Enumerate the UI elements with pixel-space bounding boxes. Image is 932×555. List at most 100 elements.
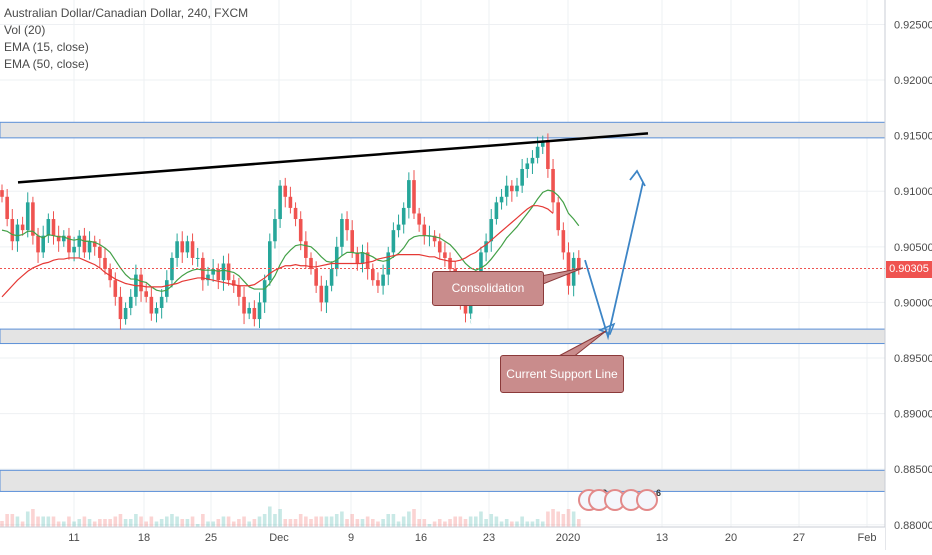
volume-bar [329, 516, 334, 527]
candle-up [211, 269, 215, 275]
candle-down [36, 235, 40, 253]
ema15-indicator-label[interactable]: EMA (15, close) [4, 40, 89, 54]
volume-bar [268, 506, 272, 527]
volume-bar [494, 516, 499, 527]
ema50-indicator-label[interactable]: EMA (50, close) [4, 57, 89, 71]
volume-bar [386, 514, 391, 527]
volume-bar [484, 519, 488, 527]
candle-down [103, 257, 107, 270]
candle-up [46, 219, 51, 236]
candle-up [170, 257, 174, 281]
candle-up [154, 307, 159, 314]
volume-bar [551, 509, 555, 527]
economic-events[interactable]: 3 6 [578, 488, 668, 517]
volume-bar [108, 519, 112, 527]
volume-bar [288, 519, 293, 527]
time-tick-label: 25 [205, 532, 217, 544]
time-tick-label: 18 [138, 532, 150, 544]
candle-down [0, 190, 4, 197]
volume-bar [304, 516, 308, 527]
candle-down [309, 257, 313, 270]
volume-bar [345, 519, 349, 527]
volume-bar [123, 519, 128, 527]
price-tick-label: 0.92000 [894, 75, 932, 87]
volume-bar [41, 516, 45, 527]
volume-bar [319, 516, 324, 527]
candle-down [577, 257, 581, 270]
volume-bar [98, 519, 102, 527]
candle-down [108, 269, 112, 281]
support-annotation[interactable]: Current Support Line [500, 355, 624, 393]
candle-up [489, 219, 494, 242]
candle-down [149, 296, 154, 314]
trendline [17, 132, 649, 184]
event-icon[interactable] [636, 489, 658, 511]
candle-down [92, 241, 97, 247]
price-tick-label: 0.90500 [894, 242, 932, 254]
candle-up [206, 274, 210, 281]
candle-up [41, 235, 45, 253]
candle-up [128, 296, 133, 308]
candle-down [314, 269, 318, 286]
candle-up [329, 269, 334, 286]
volume-bar [365, 516, 370, 527]
candle-down [51, 219, 56, 236]
volume-bar [139, 516, 143, 527]
volume-bar [20, 521, 25, 527]
symbol-title[interactable]: Australian Dollar/Canadian Dollar, 240, … [4, 6, 249, 20]
arrow-head-up [629, 169, 646, 187]
volume-bar [113, 516, 118, 527]
candle-up [25, 202, 30, 231]
price-zones [0, 121, 886, 492]
ema50-line [1, 205, 554, 298]
candle-down [412, 180, 416, 214]
candle-down [20, 224, 25, 231]
volume-bar [309, 519, 313, 527]
volume-bar [247, 521, 251, 527]
volume-bar [175, 516, 179, 527]
zone-1 [0, 328, 886, 345]
candle-up [540, 141, 545, 147]
candle-up [87, 241, 92, 253]
candle-up [221, 263, 226, 281]
zone-2 [0, 469, 886, 492]
volume-bar [432, 521, 437, 527]
volume-bar [72, 521, 76, 527]
vol-indicator-label[interactable]: Vol (20) [4, 23, 46, 37]
volume-bar [535, 519, 540, 527]
candle-down [417, 213, 421, 225]
volume-bar [5, 514, 9, 527]
candle-down [31, 202, 35, 236]
volume-bar [185, 519, 190, 527]
candle-up [401, 207, 406, 225]
candle-down [304, 241, 308, 258]
volume-bar [237, 519, 241, 527]
candle-up [273, 219, 277, 242]
volume-bar [314, 516, 318, 527]
candle-down [144, 291, 148, 297]
volume-bar [546, 511, 550, 527]
time-tick-label: 23 [483, 532, 495, 544]
candle-down [67, 235, 71, 253]
volume-bar [154, 521, 159, 527]
grid-lines [0, 0, 885, 527]
volume-bar [118, 514, 123, 527]
consolidation-annotation[interactable]: Consolidation begining [432, 271, 544, 328]
volume-bar [540, 521, 545, 527]
volume-bar [474, 516, 478, 527]
time-tick-label: 13 [656, 532, 668, 544]
volume-bar [324, 516, 329, 527]
candle-up [535, 146, 540, 158]
volume-bar [520, 516, 524, 527]
time-tick-label: 16 [415, 532, 427, 544]
volume-bar [25, 511, 30, 527]
volume-bar [262, 514, 267, 527]
volume-bar [571, 511, 576, 527]
candle-down [237, 285, 241, 297]
volume-bar [190, 516, 195, 527]
candle-up [515, 185, 519, 192]
time-tick-label: Dec [269, 532, 289, 544]
drawing-tools[interactable] [0, 132, 885, 359]
